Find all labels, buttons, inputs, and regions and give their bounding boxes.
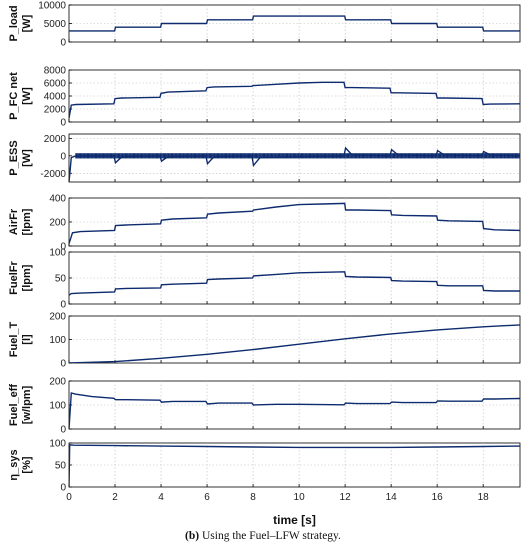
y-tick-label: 50	[55, 461, 67, 472]
y-axis-label: [w/lpm]	[21, 385, 33, 424]
caption-label: (b)	[185, 530, 200, 542]
y-tick-label: 200	[49, 312, 66, 323]
x-tick-label: 10	[294, 492, 306, 503]
panel-8: 0 50 100 η_sys [%] 0 2 4 6 8 10 12 14 16 18	[8, 439, 521, 503]
series-line	[69, 81, 520, 119]
y-axis-label: η_sys	[8, 449, 20, 480]
y-axis-label: P_FC net	[8, 72, 20, 120]
x-tick-label: 2	[112, 492, 118, 503]
y-tick-label: 0	[60, 483, 66, 494]
y-tick-label: 100	[49, 248, 66, 259]
series-line	[69, 392, 520, 429]
y-tick-label: 6000	[44, 79, 67, 90]
caption-text: Using the Fuel–LFW strategy.	[199, 530, 341, 542]
y-tick-label: 100	[49, 439, 66, 450]
y-axis-label: P_ESS	[8, 140, 20, 175]
y-tick-label: 2000	[44, 105, 67, 116]
series-line	[69, 444, 520, 487]
series-line	[69, 146, 520, 182]
y-tick-label: 200	[49, 377, 66, 388]
y-axis-label: [W]	[21, 149, 33, 167]
y-tick-label: 0	[60, 151, 66, 162]
y-axis-label: [W]	[21, 87, 33, 105]
panel-4: 0 200 400 AirFr [lpm]	[8, 194, 521, 253]
y-axis-label: Fuel_eff	[8, 384, 20, 427]
series-line	[69, 15, 520, 32]
y-tick-label: 4000	[44, 92, 67, 103]
series-line	[69, 271, 520, 296]
x-tick-label: 12	[340, 492, 352, 503]
y-tick-label: 50	[55, 274, 67, 285]
y-tick-label: -2000	[40, 169, 66, 180]
y-tick-label: 100	[49, 401, 66, 412]
x-tick-label: 18	[478, 492, 490, 503]
figure-caption: (b) Using the Fuel–LFW strategy.	[0, 530, 526, 542]
y-tick-label: 8000	[44, 66, 67, 77]
y-tick-label: 200	[49, 218, 66, 229]
y-tick-label: 2000	[44, 134, 67, 145]
y-axis-label: [%]	[21, 456, 33, 473]
y-axis-label: [W]	[21, 14, 33, 32]
x-tick-label: 14	[386, 492, 398, 503]
y-axis-label: Fuel_T	[8, 321, 20, 357]
x-tick-label: 0	[66, 492, 72, 503]
x-axis-label: time [s]	[273, 513, 316, 527]
y-axis-label: FuelFr	[8, 260, 20, 294]
y-axis-label: P_load	[8, 5, 20, 41]
y-tick-label: 0	[60, 425, 66, 436]
panel-5: 0 50 100 FuelFr [lpm]	[8, 248, 521, 311]
y-tick-label: 0	[60, 242, 66, 253]
panel-3: -2000 0 2000 P_ESS [W]	[8, 133, 521, 183]
panel-1: 0 5000 10000 P_load [W]	[8, 1, 521, 49]
y-axis-label: [lpm]	[21, 264, 33, 291]
x-tick-label: 4	[158, 492, 164, 503]
y-tick-label: 400	[49, 194, 66, 205]
panel-6: 0 100 200 Fuel_T [l]	[8, 312, 521, 370]
y-axis-label: [lpm]	[21, 208, 33, 235]
y-tick-label: 0	[60, 118, 66, 129]
panel-7: 0 100 200 Fuel_eff [w/lpm]	[8, 377, 521, 436]
y-tick-label: 0	[60, 38, 66, 49]
y-tick-label: 100	[49, 335, 66, 346]
x-tick-label: 6	[204, 492, 210, 503]
x-tick-label: 8	[250, 492, 256, 503]
y-tick-label: 0	[60, 300, 66, 311]
x-tick-label: 16	[432, 492, 444, 503]
series-line	[69, 324, 520, 363]
y-axis-label: [l]	[21, 334, 33, 345]
y-tick-label: 5000	[44, 19, 67, 30]
y-axis-label: AirFr	[8, 208, 20, 235]
series-line	[69, 202, 520, 244]
panel-2: 0 2000 4000 6000 8000 P_FC net [W]	[8, 66, 521, 129]
oscillation-band	[75, 153, 520, 159]
y-tick-label: 10000	[38, 1, 66, 12]
y-tick-label: 0	[60, 359, 66, 370]
